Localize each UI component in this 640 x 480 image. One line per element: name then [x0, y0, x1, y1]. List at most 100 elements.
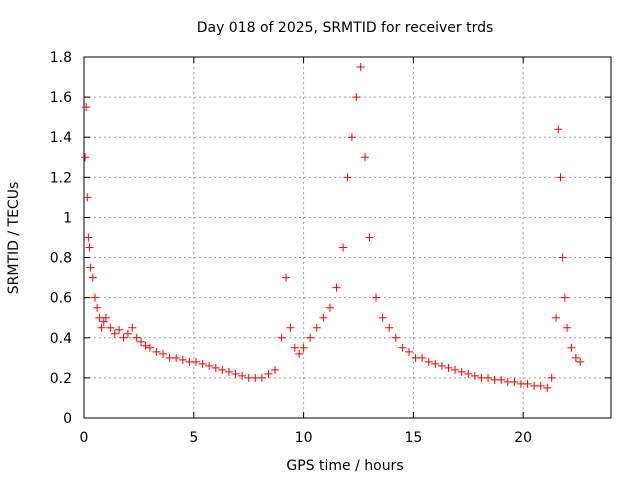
data-point	[547, 373, 556, 382]
data-point	[385, 323, 394, 332]
data-point	[238, 371, 247, 380]
data-point	[282, 273, 291, 282]
data-point	[510, 377, 519, 386]
data-point	[99, 317, 108, 326]
y-tick-label: 1.4	[50, 130, 72, 146]
x-axis-label: GPS time / hours	[286, 458, 403, 474]
data-point	[424, 357, 433, 366]
data-point	[398, 343, 407, 352]
data-point	[457, 367, 466, 376]
x-tick-label: 20	[514, 430, 532, 446]
data-point	[356, 63, 365, 72]
x-tick-label: 5	[189, 430, 198, 446]
data-point	[543, 383, 552, 392]
data-point	[343, 173, 352, 182]
data-point	[85, 243, 94, 252]
data-point	[576, 357, 585, 366]
x-tick-label: 0	[80, 430, 89, 446]
grid	[84, 57, 611, 418]
data-point	[295, 349, 304, 358]
data-point	[536, 381, 545, 390]
data-point	[431, 359, 440, 368]
data-point	[224, 367, 233, 376]
axes: 0 0.2 0.4 0.6 0.8 1 1.2 1.4 1.6 1.8 0 5 10 15 20	[50, 50, 612, 446]
data-point	[290, 343, 299, 352]
data-point	[277, 333, 286, 342]
data-point	[211, 363, 220, 372]
data-point	[264, 369, 273, 378]
data-point	[563, 323, 572, 332]
data-point	[352, 93, 361, 102]
y-tick-label: 0.2	[50, 371, 72, 387]
data-point	[172, 353, 181, 362]
data-point	[464, 369, 473, 378]
y-tick-label: 0.6	[50, 291, 72, 307]
data-point	[132, 333, 141, 342]
y-tick-label: 1.2	[50, 170, 72, 186]
data-point	[347, 133, 356, 142]
data-point	[497, 375, 506, 384]
data-point	[523, 379, 532, 388]
data-point	[101, 313, 110, 322]
data-point	[110, 329, 119, 338]
data-point	[556, 173, 565, 182]
data-point	[191, 357, 200, 366]
data-point	[299, 343, 308, 352]
data-point	[306, 333, 315, 342]
data-point	[128, 323, 137, 332]
data-point	[145, 343, 154, 352]
data-point	[82, 103, 91, 112]
data-point	[437, 361, 446, 370]
data-point	[451, 365, 460, 374]
data-point	[361, 153, 370, 162]
y-tick-label: 0.8	[50, 251, 72, 267]
chart-title: Day 018 of 2025, SRMTID for receiver trd…	[197, 20, 494, 36]
data-point	[554, 125, 563, 134]
data-point	[567, 343, 576, 352]
data-point	[178, 355, 187, 364]
data-point	[88, 273, 97, 282]
data-point	[560, 293, 569, 302]
y-tick-label: 1	[63, 210, 72, 226]
data-point	[218, 365, 227, 374]
data-point	[319, 313, 328, 322]
data-point	[332, 283, 341, 292]
data-point	[86, 263, 95, 272]
data-point	[81, 153, 90, 162]
data-point	[152, 347, 161, 356]
x-tick-label: 10	[295, 430, 313, 446]
data-point	[365, 233, 374, 242]
data-point	[141, 341, 150, 350]
data-point	[418, 353, 427, 362]
data-point	[83, 193, 92, 202]
y-tick-label: 1.6	[50, 90, 72, 106]
data-point	[123, 329, 132, 338]
data-point	[115, 325, 124, 334]
data-point	[84, 233, 93, 242]
data-point	[198, 359, 207, 368]
x-tick-label: 15	[404, 430, 422, 446]
data-point	[372, 293, 381, 302]
data-point	[325, 303, 334, 312]
data-point	[286, 323, 295, 332]
y-axis-label: SRMTID / TECUs	[6, 182, 22, 295]
data-points	[81, 63, 585, 392]
data-point	[571, 353, 580, 362]
data-point	[97, 323, 106, 332]
data-point	[93, 303, 102, 312]
data-point	[484, 373, 493, 382]
data-point	[312, 323, 321, 332]
data-point	[339, 243, 348, 252]
data-point	[205, 361, 214, 370]
data-point	[90, 293, 99, 302]
data-point	[470, 371, 479, 380]
data-point	[404, 347, 413, 356]
data-point	[558, 253, 567, 262]
data-point	[552, 313, 561, 322]
plot-border	[83, 56, 612, 419]
y-tick-label: 0	[63, 411, 72, 427]
data-point	[391, 333, 400, 342]
data-point	[231, 369, 240, 378]
